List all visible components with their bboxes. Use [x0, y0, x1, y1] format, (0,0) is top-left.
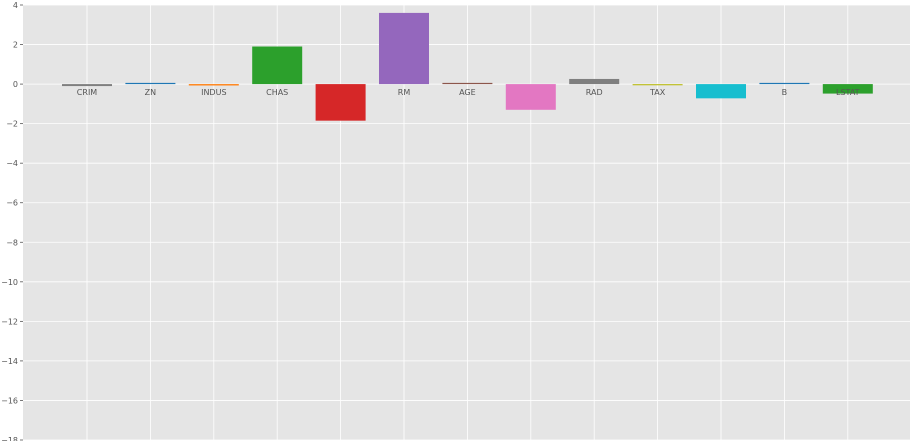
bar-dis — [505, 84, 556, 110]
category-label-chas: CHAS — [266, 88, 288, 97]
y-tick-label: 4 — [13, 1, 18, 10]
category-labels: CRIM ZN INDUS CHAS RM AGE RAD TAX B LSTAT — [77, 88, 860, 97]
category-label-b: B — [782, 88, 788, 97]
grid — [23, 4, 910, 441]
category-label-rad: RAD — [586, 88, 603, 97]
bar-ptratio — [696, 84, 746, 99]
y-tick-label: −18 — [1, 436, 18, 441]
bars — [62, 12, 873, 121]
y-tick-label: 2 — [13, 41, 18, 50]
y-tick-label: −16 — [1, 396, 18, 405]
plot-background — [23, 5, 910, 440]
bar-lstat — [822, 84, 873, 94]
bar-rad — [569, 78, 620, 85]
y-tick-label: −14 — [1, 357, 18, 366]
bar-chas — [252, 46, 303, 85]
bar-indus — [188, 84, 239, 86]
bar-crim — [62, 84, 112, 87]
bar-age — [442, 82, 493, 85]
bar-nox — [315, 84, 366, 121]
y-tick-label: −8 — [6, 238, 18, 247]
bar-tax — [632, 84, 683, 86]
y-tick-label: −4 — [6, 159, 18, 168]
y-tick-label: −6 — [6, 199, 18, 208]
category-label-tax: TAX — [649, 88, 666, 97]
category-label-age: AGE — [459, 88, 476, 97]
category-label-rm: RM — [398, 88, 411, 97]
category-label-lstat: LSTAT — [836, 88, 860, 97]
bar-rm — [379, 12, 429, 85]
y-tick-label: −12 — [1, 317, 18, 326]
category-label-indus: INDUS — [201, 88, 226, 97]
y-tick-label: −2 — [6, 120, 18, 129]
category-label-crim: CRIM — [77, 88, 98, 97]
y-tick-label: 0 — [13, 80, 18, 89]
bar-zn — [125, 82, 176, 85]
bar-b — [759, 82, 810, 85]
category-label-zn: ZN — [145, 88, 156, 97]
y-tick-label: −10 — [1, 278, 18, 287]
y-axis-ticks: 4 2 0 −2 −4 −6 −8 −10 −12 −14 −16 −18 — [1, 1, 23, 441]
